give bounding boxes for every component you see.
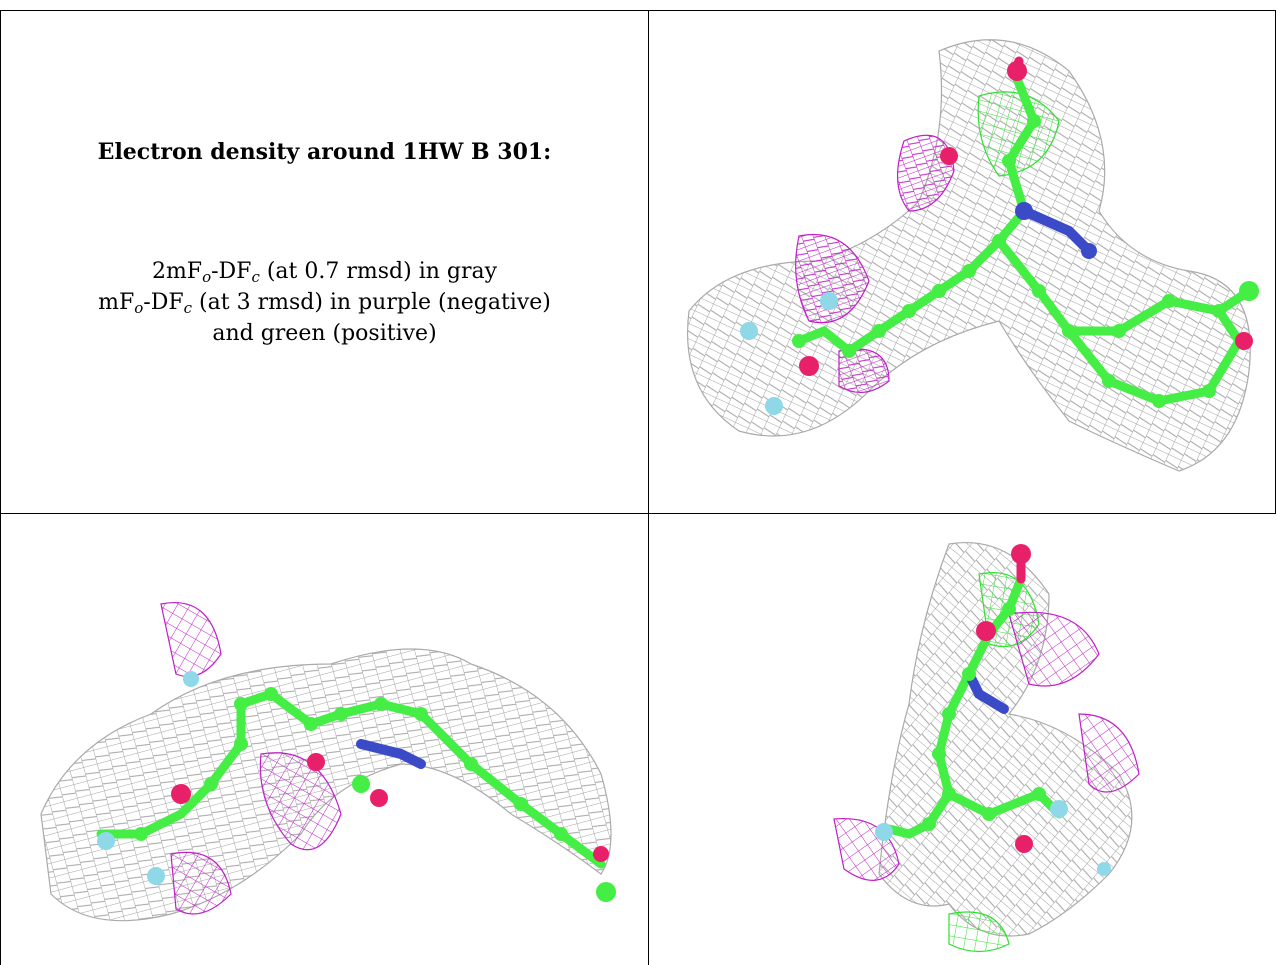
legend-sub: c <box>183 299 193 317</box>
purple-density-mesh <box>833 611 1140 881</box>
legend-line-purple: mFo-DFc (at 3 rmsd) in purple (negative) <box>1 287 648 318</box>
fluorine-atom <box>183 671 199 687</box>
oxygen-atom <box>1011 544 1031 564</box>
nitrogen-atom <box>1015 202 1033 220</box>
molecule-density-view-icon <box>686 39 1259 472</box>
fluorine-atom <box>1097 862 1111 876</box>
oxygen-atom <box>940 147 958 165</box>
caption-cell: Electron density around 1HW B 301: 2mFo-… <box>1 11 648 513</box>
density-view-bottom-left <box>1 514 648 965</box>
fluorine-atom <box>1050 800 1068 818</box>
carbon-atom <box>596 882 616 902</box>
oxygen-atom <box>1235 332 1253 350</box>
fluorine-atom <box>765 397 783 415</box>
legend-text: -DF <box>211 259 252 284</box>
density-view-top-right <box>649 11 1275 513</box>
legend-text: (at 0.7 rmsd) in gray <box>259 259 498 284</box>
table-divider-horizontal <box>0 513 1276 514</box>
ball-and-stick-model <box>96 671 616 902</box>
fluorine-atom <box>147 867 165 885</box>
legend-text: 2mF <box>151 259 203 284</box>
legend-line-green: and green (positive) <box>212 321 437 346</box>
ball-and-stick-model <box>875 544 1111 876</box>
oxygen-atom <box>1007 61 1027 81</box>
oxygen-atom <box>370 789 388 807</box>
fluorine-atom <box>820 292 838 310</box>
gray-density-mesh <box>686 39 1251 472</box>
caption-legend: 2mFo-DFc (at 0.7 rmsd) in gray mFo-DFc (… <box>1 256 648 349</box>
fluorine-atom <box>875 823 893 841</box>
density-view-bottom-right <box>649 514 1275 965</box>
legend-sub: c <box>251 268 260 286</box>
purple-density-mesh <box>160 602 342 915</box>
legend-text: (at 3 rmsd) in purple (negative) <box>192 290 551 315</box>
legend-sub: o <box>202 268 212 286</box>
legend-line-gray: 2mFo-DFc (at 0.7 rmsd) in gray <box>1 256 648 287</box>
oxygen-atom <box>976 621 996 641</box>
table-divider-vertical <box>648 10 649 965</box>
oxygen-atom <box>593 846 609 862</box>
legend-text: mF <box>98 290 135 315</box>
legend-sub: o <box>134 299 144 317</box>
oxygen-atom <box>171 784 191 804</box>
table-border-top <box>0 10 1276 11</box>
legend-text: -DF <box>143 290 184 315</box>
oxygen-atom <box>799 356 819 376</box>
fluorine-atom <box>97 832 115 850</box>
nitrogen-atom <box>1081 243 1097 259</box>
oxygen-atom <box>1015 835 1033 853</box>
molecule-density-view-icon <box>833 542 1140 953</box>
carbon-atom <box>1239 281 1259 301</box>
table-border-left <box>0 10 1 965</box>
purple-density-mesh <box>795 134 955 393</box>
caption-title: Electron density around 1HW B 301: <box>97 139 552 165</box>
fluorine-atom <box>740 322 758 340</box>
molecule-density-view-icon <box>40 602 616 922</box>
ball-and-stick-model <box>740 56 1259 415</box>
oxygen-atom <box>307 753 325 771</box>
